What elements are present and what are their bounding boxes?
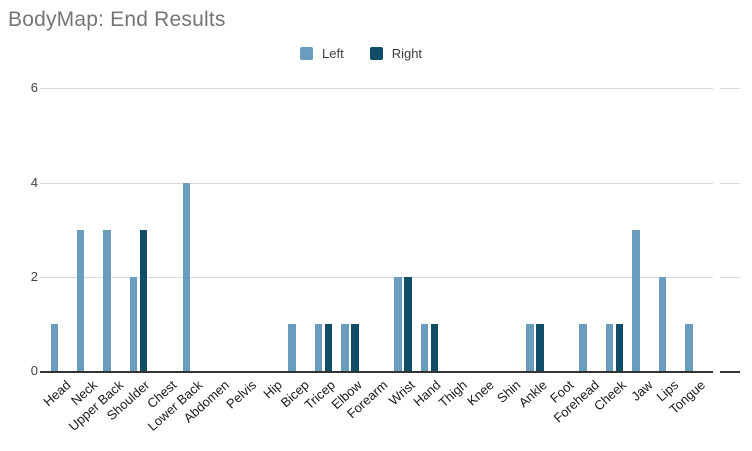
gridline-y2-stub (720, 277, 740, 278)
bar-left-ankle[interactable] (526, 323, 534, 371)
x-tick-label-pelvis: Pelvis (222, 377, 259, 412)
bar-left-lips[interactable] (658, 276, 667, 371)
x-tick-label-hand: Hand (410, 377, 444, 410)
gridline-y2 (40, 277, 713, 278)
bar-left-elbow[interactable] (341, 323, 349, 371)
x-axis-baseline-stub (720, 371, 740, 373)
x-tick-label-ankle: Ankle (515, 377, 550, 411)
legend-label-right: Right (391, 46, 423, 61)
chart-title: BodyMap: End Results (8, 8, 226, 31)
bar-left-wrist[interactable] (394, 276, 402, 371)
bar-right-shoulder[interactable] (139, 229, 148, 371)
y-tick-label-2: 2 (30, 269, 38, 284)
bar-right-cheek[interactable] (615, 323, 624, 371)
x-tick-label-wrist: Wrist (385, 377, 418, 409)
gridline-y4-stub (720, 183, 740, 184)
bar-left-bicep[interactable] (288, 323, 296, 371)
legend-label-left: Left (322, 46, 344, 61)
bar-right-elbow[interactable] (351, 323, 359, 371)
bar-right-hand[interactable] (430, 323, 439, 371)
bar-left-cheek[interactable] (605, 323, 614, 371)
bar-left-hand[interactable] (420, 323, 429, 371)
bar-right-ankle[interactable] (536, 323, 544, 371)
bar-left-tricep[interactable] (314, 323, 323, 371)
x-tick-label-thigh: Thigh (435, 377, 471, 411)
bar-left-tongue[interactable] (685, 323, 693, 371)
x-tick-label-jaw: Jaw (628, 377, 656, 404)
bar-right-wrist[interactable] (404, 276, 412, 371)
gridline-y6 (40, 88, 713, 89)
legend-swatch-left (300, 47, 313, 60)
bar-left-upper-back[interactable] (103, 229, 111, 371)
legend-item-right[interactable]: Right (369, 46, 423, 61)
legend-swatch-right (369, 47, 383, 60)
bar-left-lower-back[interactable] (182, 182, 191, 371)
x-tick-label-knee: Knee (463, 377, 497, 409)
gridline-y6-stub (720, 88, 740, 89)
y-tick-label-0: 0 (30, 363, 38, 378)
bar-left-jaw[interactable] (632, 229, 640, 371)
y-tick-label-4: 4 (30, 175, 38, 190)
bar-left-neck[interactable] (76, 229, 85, 371)
bar-left-head[interactable] (50, 323, 58, 371)
y-tick-label-6: 6 (30, 80, 38, 95)
x-axis-baseline (40, 371, 713, 373)
legend: Left Right (300, 46, 422, 61)
x-tick-label-head: Head (40, 377, 74, 410)
legend-item-left[interactable]: Left (300, 46, 344, 61)
bar-right-tricep[interactable] (324, 323, 333, 371)
bar-left-shoulder[interactable] (129, 276, 138, 371)
gridline-y4 (40, 183, 713, 184)
bar-left-forehead[interactable] (579, 323, 587, 371)
